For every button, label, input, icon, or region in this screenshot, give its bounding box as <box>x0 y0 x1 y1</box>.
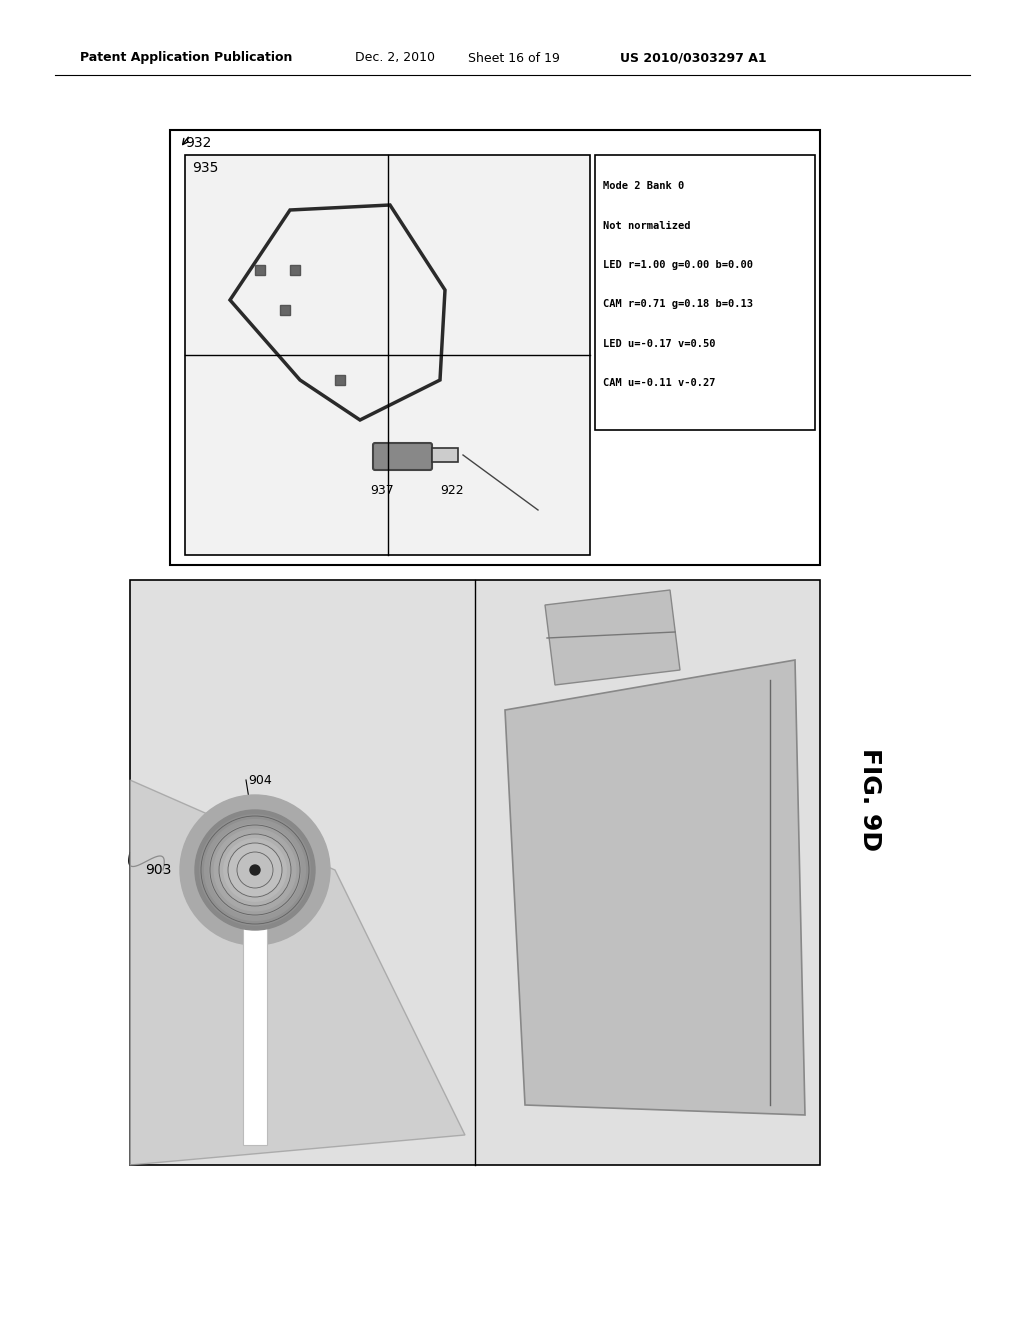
Bar <box>290 265 300 275</box>
Text: 937: 937 <box>370 483 394 496</box>
Circle shape <box>214 829 296 911</box>
Text: LED u=-0.17 v=0.50: LED u=-0.17 v=0.50 <box>603 338 716 348</box>
Text: 903: 903 <box>145 863 171 876</box>
FancyBboxPatch shape <box>373 444 432 470</box>
Text: FIG. 9D: FIG. 9D <box>858 748 882 851</box>
Text: 922: 922 <box>440 483 464 496</box>
Bar <box>432 447 458 462</box>
Text: Patent Application Publication: Patent Application Publication <box>80 51 293 65</box>
Text: Sheet 16 of 19: Sheet 16 of 19 <box>468 51 560 65</box>
Circle shape <box>219 834 291 906</box>
Bar <box>595 154 815 430</box>
Text: CAM r=0.71 g=0.18 b=0.13: CAM r=0.71 g=0.18 b=0.13 <box>603 300 753 309</box>
Circle shape <box>205 820 305 920</box>
Circle shape <box>228 843 282 896</box>
Bar <box>170 129 820 565</box>
Text: Mode 2 Bank 0: Mode 2 Bank 0 <box>603 181 684 191</box>
Bar <box>335 375 345 385</box>
Bar <box>255 265 265 275</box>
Bar <box>243 925 267 1144</box>
Circle shape <box>195 810 315 931</box>
Circle shape <box>209 825 301 916</box>
Bar <box>280 305 290 315</box>
Text: Dec. 2, 2010: Dec. 2, 2010 <box>355 51 435 65</box>
Polygon shape <box>130 780 465 1166</box>
Bar <box>185 154 590 554</box>
Text: US 2010/0303297 A1: US 2010/0303297 A1 <box>620 51 767 65</box>
Circle shape <box>250 865 260 875</box>
Text: LED r=1.00 g=0.00 b=0.00: LED r=1.00 g=0.00 b=0.00 <box>603 260 753 271</box>
Circle shape <box>200 814 310 925</box>
Circle shape <box>180 795 330 945</box>
Polygon shape <box>505 660 805 1115</box>
Circle shape <box>224 838 286 902</box>
Text: CAM u=-0.11 v-0.27: CAM u=-0.11 v-0.27 <box>603 378 716 388</box>
Bar <box>130 579 820 1166</box>
Polygon shape <box>545 590 680 685</box>
Text: 935: 935 <box>193 161 218 176</box>
Text: 932: 932 <box>185 136 211 150</box>
Text: Not normalized: Not normalized <box>603 220 690 231</box>
Text: 904: 904 <box>248 774 271 787</box>
